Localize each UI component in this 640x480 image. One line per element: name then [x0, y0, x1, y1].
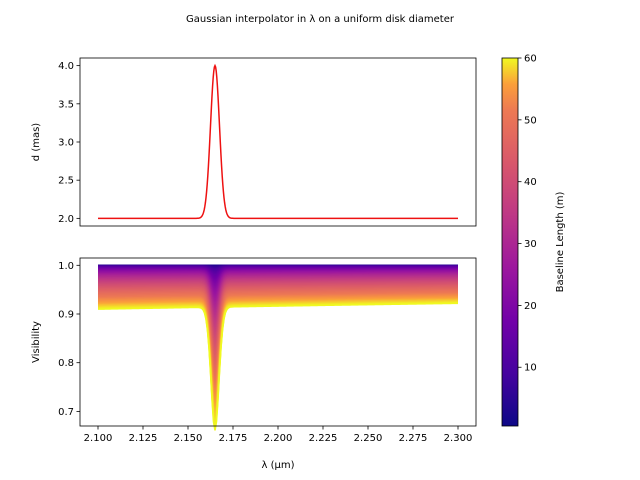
bottom-x-tick-label: 2.125 [129, 433, 158, 444]
visibility-series-line [97, 300, 459, 423]
bottom-y-axis-label: Visibility [31, 321, 42, 363]
bottom-x-axis-label: λ (μm) [261, 460, 294, 471]
bottom-x-tick-label: 2.100 [84, 433, 113, 444]
bottom-y-ticks: 0.7 0.8 0.9 1.0 [58, 261, 80, 418]
diameter-series-line [98, 63, 458, 220]
top-plot-frame [79, 57, 477, 227]
colorbar-tick-label: 30 [524, 239, 537, 250]
figure-title: Gaussian interpolator in λ on a uniform … [186, 14, 455, 25]
bottom-x-tick-label: 2.175 [219, 433, 248, 444]
colorbar-ticks: 10 20 30 40 50 60 [518, 54, 537, 374]
visibility-series-line [97, 300, 459, 420]
colorbar-tick-label: 20 [524, 301, 537, 312]
visibility-plot: 0.70.80.91.0 2.100 2.125 2.150 2.175 2.200 2.… [31, 257, 477, 471]
top-y-ticks: 2.0 2.5 3.0 3.5 4.0 [58, 61, 80, 225]
bottom-x-tick-label: 2.225 [309, 433, 338, 444]
top-y-tick-label: 3.0 [58, 138, 74, 149]
bottom-y-tick-label: 0.7 [58, 407, 74, 418]
bottom-y-tick-label: 0.9 [58, 310, 74, 321]
visibility-series-line [97, 301, 459, 428]
colorbar-tick-label: 50 [524, 115, 537, 126]
diameter-plot: 2.0 2.5 3.0 3.5 4.0 d (mas) [31, 57, 477, 227]
colorbar-tick-label: 10 [524, 363, 537, 374]
visibility-series-line [97, 296, 459, 405]
visibility-series-line [97, 295, 459, 402]
visibility-series-line [97, 295, 459, 400]
visibility-series-line [97, 302, 459, 431]
visibility-series-line [97, 298, 459, 415]
visibility-series-line [97, 297, 459, 410]
bottom-y-tick-label: 1.0 [58, 261, 74, 272]
colorbar-label: Baseline Length (m) [555, 192, 566, 293]
bottom-x-tick-label: 2.200 [264, 433, 293, 444]
visibility-series-line [97, 298, 459, 412]
bottom-x-tick-label: 2.275 [399, 433, 428, 444]
bottom-x-tick-label: 2.250 [354, 433, 383, 444]
top-y-axis-label: d (mas) [31, 123, 42, 162]
bottom-x-tick-label: 2.300 [444, 433, 473, 444]
visibility-series-lines [97, 264, 459, 431]
top-y-tick-label: 3.5 [58, 99, 74, 110]
colorbar-tick-label: 40 [524, 177, 537, 188]
visibility-series-line [97, 294, 459, 395]
colorbar: 10 20 30 40 50 60 Baseline Length (m) [501, 54, 566, 427]
visibility-series-line [97, 299, 459, 417]
visibility-series-line [97, 293, 459, 392]
visibility-series-line [97, 294, 459, 397]
top-y-tick-label: 4.0 [58, 61, 74, 72]
colorbar-tick-label: 60 [524, 54, 537, 65]
bottom-x-ticks: 2.100 2.125 2.150 2.175 2.200 2.225 2.250 2.275… [84, 426, 473, 444]
visibility-series-line [97, 301, 459, 426]
visibility-series-line [97, 297, 459, 407]
bottom-y-tick-label: 0.8 [58, 358, 74, 369]
top-y-tick-label: 2.0 [58, 214, 74, 225]
top-y-tick-label: 2.5 [58, 176, 74, 187]
bottom-x-tick-label: 2.150 [174, 433, 203, 444]
colorbar-gradient [501, 57, 519, 427]
